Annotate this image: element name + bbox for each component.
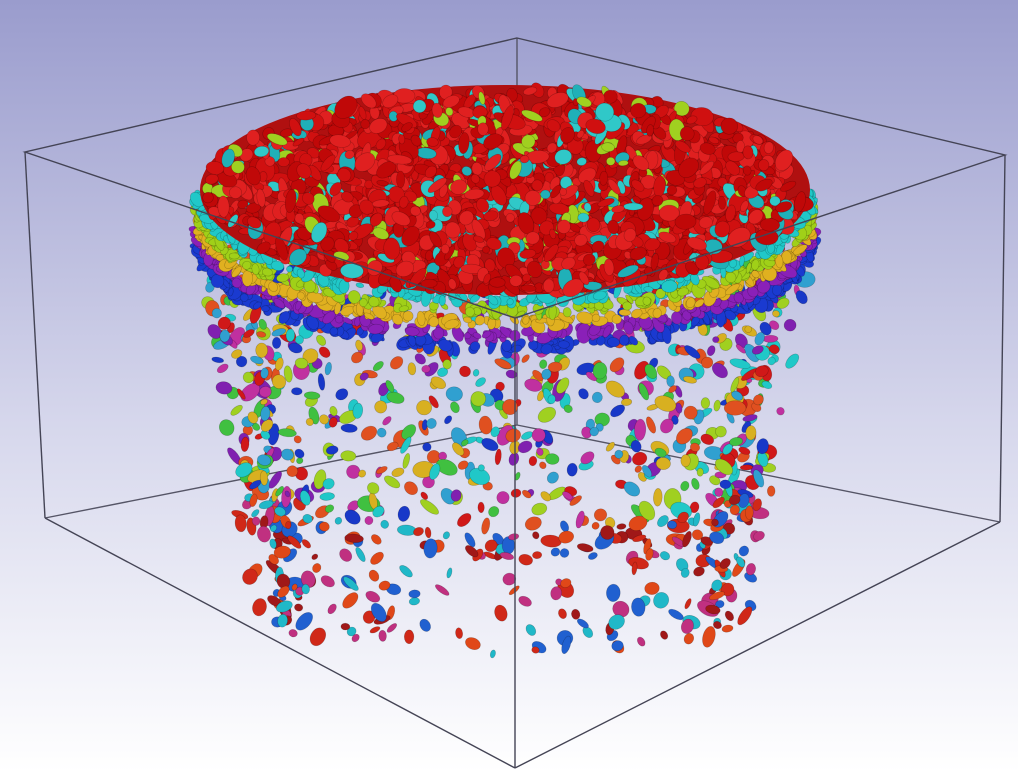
particle bbox=[559, 188, 567, 196]
particle bbox=[335, 315, 343, 323]
particle bbox=[229, 253, 240, 260]
particle bbox=[441, 244, 449, 254]
particle bbox=[341, 623, 350, 630]
particle bbox=[720, 480, 731, 489]
particle bbox=[740, 465, 753, 471]
particle bbox=[784, 319, 796, 331]
particle bbox=[396, 171, 404, 188]
particle bbox=[701, 398, 710, 409]
render-view bbox=[0, 0, 1018, 772]
particle bbox=[242, 270, 253, 286]
particle bbox=[286, 521, 292, 528]
particle bbox=[681, 455, 691, 467]
particle bbox=[439, 295, 446, 305]
particle bbox=[612, 314, 622, 324]
particle bbox=[630, 103, 646, 118]
particle bbox=[246, 130, 259, 146]
particle bbox=[291, 387, 302, 395]
particle bbox=[578, 213, 590, 223]
particle bbox=[697, 468, 704, 477]
particle bbox=[398, 134, 405, 144]
particle bbox=[603, 90, 617, 104]
particle bbox=[278, 157, 290, 167]
particle bbox=[624, 203, 643, 210]
particle bbox=[667, 376, 675, 387]
particle bbox=[758, 159, 769, 171]
particle bbox=[767, 486, 775, 497]
particle bbox=[763, 335, 778, 342]
particle bbox=[540, 190, 550, 199]
particle bbox=[442, 206, 452, 216]
particle bbox=[255, 343, 268, 358]
particle bbox=[745, 425, 756, 440]
particle bbox=[558, 341, 570, 349]
particle bbox=[404, 630, 414, 644]
particle bbox=[478, 123, 489, 136]
particle bbox=[606, 157, 615, 165]
particle bbox=[489, 278, 505, 288]
particle bbox=[478, 502, 485, 513]
particle bbox=[286, 329, 295, 342]
particle bbox=[330, 327, 338, 335]
particle bbox=[261, 306, 269, 312]
particle bbox=[433, 327, 444, 339]
page: (() => { const g = document.getElementBy… bbox=[0, 0, 1018, 772]
particle bbox=[745, 506, 753, 520]
particle bbox=[724, 401, 746, 416]
particle bbox=[700, 306, 707, 312]
particle bbox=[644, 286, 654, 292]
particle bbox=[506, 213, 515, 222]
particle bbox=[272, 337, 281, 349]
